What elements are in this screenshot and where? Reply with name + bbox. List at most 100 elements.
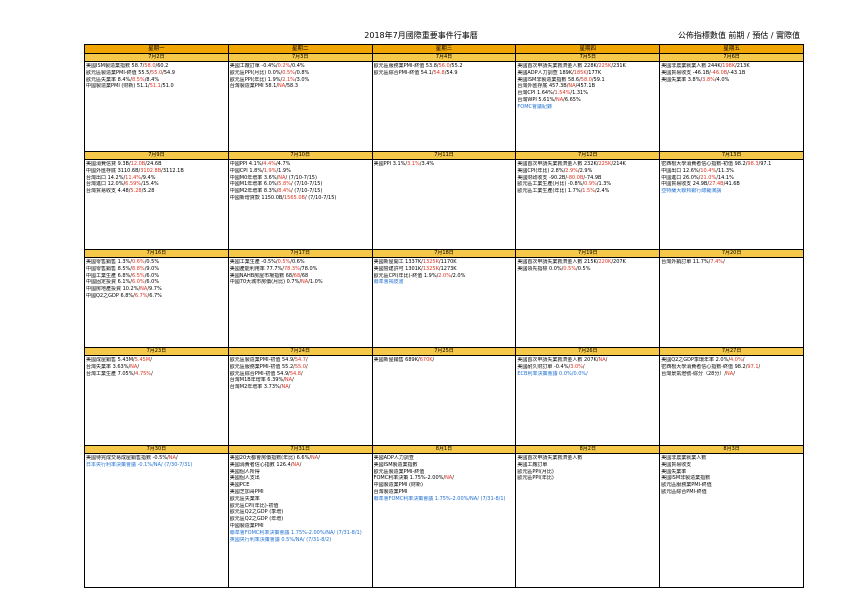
actual-value: /1.31% — [570, 90, 588, 97]
event-text: 台灣製造業PMI 58.1/ — [229, 83, 279, 90]
event-text: 中國M0年增率 3.6%/ — [229, 174, 279, 181]
event-text: 美國零售銷售 1.3%/ — [86, 259, 132, 265]
day-events-cell: 密西根大學消費者信心指數-初值 98.2/98.3/97.1 中國出口 12.6%… — [659, 159, 804, 250]
event-item: 台灣CPI 1.64%/1.54%/1.31% — [517, 90, 658, 97]
event-text: 美國首次申請失業救濟金人數 228K/ — [517, 63, 599, 69]
weekday-header-row: 星期一 星期二 星期三 星期四 星期五 — [84, 44, 804, 54]
forecast-value: 1.54% — [554, 90, 571, 97]
event-item: ECB利率決策會議 0.0%/0.0%/ — [517, 371, 658, 378]
event-text: 中國製造業PMI (財新) — [373, 482, 423, 489]
weekday-header: 星期二 — [227, 44, 373, 54]
actual-value: / — [150, 357, 152, 363]
event-item: 美國個人支出 — [230, 475, 371, 482]
actual-value: /3112.1B — [161, 167, 184, 174]
forecast-value: NA — [284, 377, 293, 384]
actual-value: / — [318, 455, 320, 461]
date-cell: 7月31日 — [227, 445, 373, 454]
day-events-cell: 美國成屋銷售 5.43M/5.45M/台灣失業率 3.63%/NA/台灣工業生產… — [84, 355, 229, 446]
event-text: 中國房地產投資 10.2%/ — [86, 286, 141, 293]
event-text: 台灣M2年增率 3.73%/ — [229, 384, 282, 391]
event-text: 中國進口 26.0%/ — [661, 174, 701, 181]
event-item: 歐元區製造業PMI-終值 55.5/55.0/54.9 — [86, 70, 227, 77]
event-text: 美國首次申請失業救濟金人數 215K/ — [517, 259, 599, 265]
forecast-value: NA — [568, 83, 576, 90]
event-item: 歐元區服務業PMI-終值 53.8/56.0/55.2 — [374, 63, 515, 70]
event-note: 聯準會FOMC利率決策會議 1.75%-2.00%/NA/ (7/31-8/1) — [229, 529, 362, 536]
event-item: 歐元區工業生產(年比) 1.7%/1.5%/2.4% — [517, 188, 658, 195]
forecast-value: 54.8 — [289, 370, 301, 377]
event-item: 台灣M2年增率 3.73%/NA/ — [230, 384, 371, 391]
event-item: 中國新增貸款 1150.0B/1565.0B/ (7/10-7/15) — [230, 195, 371, 202]
actual-value: /9.7% — [147, 286, 162, 293]
event-item: 密西根大學消費者信心指數-終值 98.2/97.1/ — [661, 364, 802, 371]
event-item: 美國首次申請失業救濟金人數 215K/220K/207K — [517, 259, 658, 266]
actual-value: /2.4% — [594, 188, 610, 195]
event-item: 美國PCE — [230, 482, 371, 489]
forecast-value: NA — [278, 174, 286, 181]
actual-value: /0.8% — [294, 69, 310, 76]
event-text: 美國失業率 — [661, 468, 687, 475]
date-cell: 7月30日 — [84, 445, 229, 454]
forecast-value: 4.75% — [135, 370, 152, 377]
event-item: 台灣製造業PMI 58.1/NA/58.3 — [230, 83, 371, 90]
actual-value: /97.1 — [758, 161, 772, 167]
forecast-value: 21.0% — [700, 174, 717, 181]
actual-value: / — [758, 363, 761, 370]
date-cell: 7月17日 — [227, 249, 373, 258]
calendar-table: 星期一 星期二 星期三 星期四 星期五 7月2日 7月3日 7月4日 7月5日 7月6日… — [84, 44, 804, 588]
actual-value: / — [733, 370, 735, 377]
forecast-value: 27.4B — [709, 181, 724, 188]
forecast-value: 3.8% — [702, 76, 715, 83]
event-text: 歐元區失業率 8.4%/ — [86, 76, 132, 83]
actual-value: /457.1B — [575, 83, 596, 90]
forecast-value: NA — [445, 475, 453, 482]
event-item: 中國工業生產 6.8%/6.5%/6.0% — [86, 273, 227, 280]
event-text: 美國工廠訂單 — [517, 461, 548, 468]
event-text: 台灣外匯存底 457.3B/ — [517, 83, 569, 90]
event-text: 美國ADP人力調查 — [373, 455, 414, 461]
forecast-value: 0.9% — [584, 181, 597, 188]
event-text: 美國營建許可 1301K/ — [373, 265, 423, 272]
actual-value: /6.0% — [144, 279, 160, 286]
event-item: 中國PPI 4.1%/4.4%/4.7% — [230, 161, 371, 168]
forecast-value: 5.8% — [278, 181, 291, 188]
day-events-cell: 美國Q2之GDP季環年率 2.0%/4.0%/密西根大學消費者信心指數-終值 9… — [659, 355, 804, 446]
actual-value: /9.0% — [144, 265, 160, 272]
event-text: 美國新屋銷售 689K/ — [373, 357, 420, 363]
event-item: 美國Q2之GDP季環年率 2.0%/4.0%/ — [661, 357, 802, 364]
date-cell: 7月5日 — [515, 53, 661, 62]
event-item: 美國貿易收支 — [661, 462, 802, 469]
event-text: 中國工業生產 6.8%/ — [86, 272, 132, 279]
actual-value: /231K — [611, 63, 626, 69]
event-text: 歐元區服務業PMI-終值 53.8/ — [373, 63, 439, 69]
forecast-value: 10.4% — [700, 167, 717, 174]
event-text: 美國Q2之GDP季環年率 2.0%/ — [661, 357, 731, 363]
event-text: 美國首次申請失業救濟金人數 232K/ — [517, 161, 599, 167]
forecast-value: 0.5% — [563, 265, 577, 272]
event-text: 歐元區服務業PMI-終值 — [661, 482, 712, 489]
day-events-cell: 歐元區製造業PMI-初值 54.9/54.7/歐元區服務業PMI-初值 55.2… — [227, 355, 373, 446]
event-text: 歐元區Q2之GDP (季增) — [229, 509, 284, 516]
event-item: 中國出口 12.6%/10.4%/11.3% — [661, 168, 802, 175]
date-cell: 7月3日 — [227, 53, 373, 62]
forecast-value: 0.6% — [131, 259, 145, 265]
event-text: 美國非農業就業人數 — [661, 455, 707, 461]
actual-value: / (7/10-7/15) — [290, 181, 323, 188]
event-item: 中國零售銷售 8.5%/8.8%/9.0% — [86, 266, 227, 273]
event-text: 密西根大學消費者信心指數-初值 98.2/ — [661, 161, 748, 167]
forecast-value: -80.0B — [567, 174, 584, 181]
event-item: 美國非農業就業人數 244K/198K/213K — [661, 63, 802, 70]
event-text: 台灣貿易收支 4.48/ — [86, 188, 131, 195]
event-text: 歐元區綜合PMI-終值 54.1/ — [373, 69, 434, 76]
event-item: 美國工業生產 -0.5%/0.5%/0.6% — [230, 259, 371, 266]
event-text: 中國貿易收支 24.9B/ — [661, 181, 710, 188]
event-text: 歐元區製造業PMI-終值 55.5/ — [86, 69, 152, 76]
event-item: 歐元區失業率 8.4%/8.5%/8.4% — [86, 77, 227, 84]
actual-value: /2.0% — [450, 272, 466, 279]
day-events-cell: 美國首次申請失業救濟金人數 215K/220K/207K 美國領先指標 0.0%/… — [515, 257, 661, 348]
actual-value: /1273K — [438, 265, 457, 272]
date-cell: 7月4日 — [371, 53, 517, 62]
actual-value: /59.1 — [591, 76, 605, 83]
weekday-header: 星期一 — [84, 44, 229, 54]
forecast-value: 198K — [722, 63, 736, 69]
